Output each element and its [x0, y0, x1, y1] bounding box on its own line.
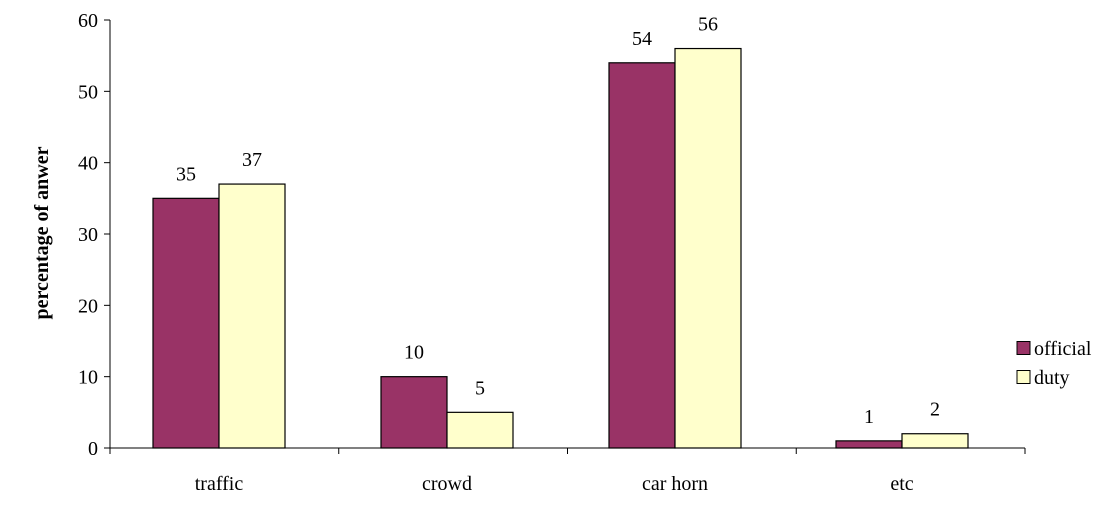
bar-official-traffic: [152, 197, 220, 449]
x-tick-label: traffic: [195, 473, 244, 495]
legend-label-official: official: [1034, 338, 1092, 360]
data-label: 35: [176, 163, 196, 185]
y-tick-label: 30: [78, 224, 98, 246]
data-labels: 35 37 10 5 54 56 1 2: [176, 14, 940, 428]
y-tick-label: 40: [78, 153, 98, 175]
bar-official-crowd: [380, 376, 448, 449]
bar-duty-traffic: [218, 183, 286, 449]
data-label: 56: [698, 14, 718, 36]
bar-official-car-horn: [608, 62, 676, 449]
x-axis-labels: traffic crowd car horn etc: [195, 473, 914, 495]
bar-duty-crowd: [446, 411, 514, 449]
legend-swatch-official: [1016, 341, 1031, 355]
bar-duty-etc: [901, 433, 969, 449]
y-tick-label: 10: [78, 367, 98, 389]
data-label: 10: [404, 342, 424, 364]
data-label: 1: [864, 406, 874, 428]
data-label: 37: [242, 149, 262, 171]
data-label: 2: [930, 399, 940, 421]
y-tick-label: 50: [78, 81, 98, 103]
bar-official-etc: [835, 440, 903, 449]
legend-swatch-duty: [1016, 370, 1031, 384]
x-tick-label: etc: [890, 473, 913, 495]
bars: [152, 47, 969, 449]
y-tick-label: 60: [78, 10, 98, 32]
bar-duty-car-horn: [674, 47, 742, 449]
y-tick-label: 20: [78, 295, 98, 317]
data-label: 5: [475, 377, 485, 399]
y-tick-label: 0: [88, 438, 98, 460]
x-tick-label: crowd: [422, 473, 472, 495]
x-tick-label: car horn: [642, 473, 708, 495]
legend-label-duty: duty: [1034, 367, 1070, 389]
y-axis-ticks: 0 10 20 30 40 50 60: [78, 10, 110, 460]
data-label: 54: [632, 28, 652, 50]
legend: official duty: [1016, 338, 1092, 389]
y-axis-label: percentage of anwer: [31, 146, 53, 319]
